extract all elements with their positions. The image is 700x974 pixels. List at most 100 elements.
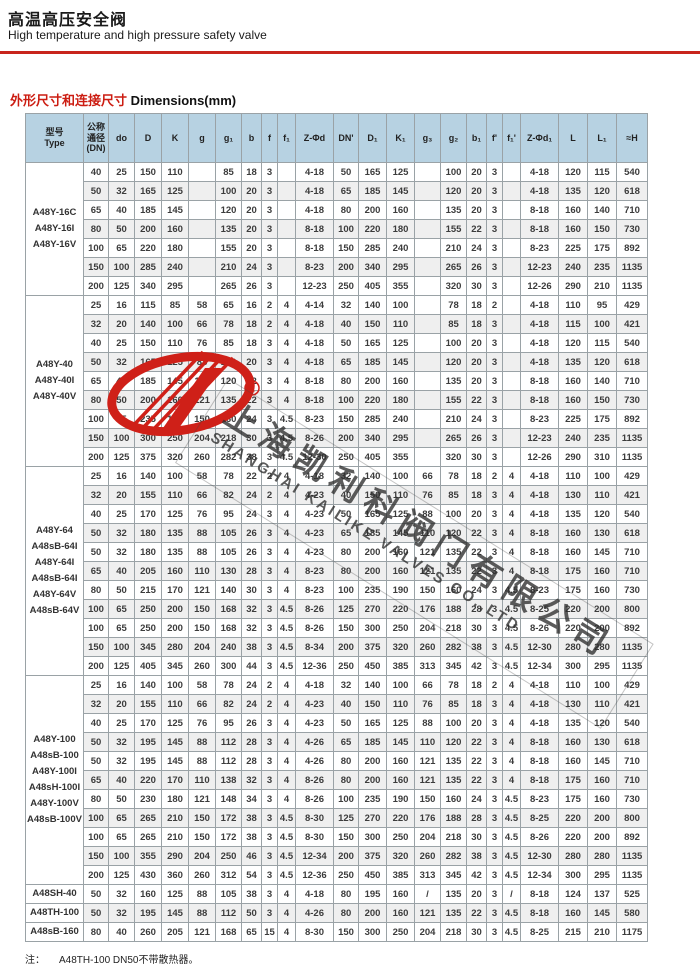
- data-cell: 260: [414, 637, 441, 657]
- data-cell: 375: [358, 637, 387, 657]
- data-cell: [277, 276, 296, 296]
- data-cell: 50: [83, 751, 109, 771]
- data-cell: 3: [261, 333, 278, 353]
- data-cell: 100: [587, 675, 617, 695]
- data-cell: 892: [616, 827, 648, 847]
- data-cell: 110: [386, 485, 415, 505]
- data-cell: 155: [215, 238, 242, 258]
- data-cell: 82: [215, 485, 242, 505]
- data-cell: 3: [486, 200, 503, 220]
- data-cell: 4.5: [502, 618, 521, 638]
- data-cell: 120: [215, 371, 242, 391]
- data-cell: 4: [277, 789, 296, 809]
- data-cell: [502, 162, 521, 182]
- table-row: 150 100 300 250 204 218 30 3 4.5 8-26 200 340 295 265…: [26, 428, 648, 448]
- data-cell: 3: [261, 523, 278, 543]
- data-cell: 4: [277, 504, 296, 524]
- table-row: 40 25 170 125 76 95 26 3 4 4-23 50 165 125 88 100 20 3 4 4…: [26, 713, 648, 733]
- data-cell: 8-26: [295, 789, 334, 809]
- data-cell: 4.5: [502, 599, 521, 619]
- data-cell: 618: [616, 523, 648, 543]
- data-cell: 80: [333, 770, 359, 790]
- data-cell: 204: [188, 428, 216, 448]
- data-cell: 4: [277, 694, 296, 714]
- table-row: A48Y-100 A48sB-100 A48Y-100I A48sH-100I …: [25, 675, 648, 885]
- data-cell: 4-18: [295, 352, 334, 372]
- data-cell: 100: [386, 295, 415, 315]
- data-cell: 300: [215, 656, 242, 676]
- data-cell: 4.5: [502, 903, 521, 923]
- table-row: 150 100 345 280 204 240 38 3 4.5 8-34 200 375 320 260…: [26, 637, 648, 657]
- data-cell: 282: [215, 447, 242, 467]
- data-cell: 4: [277, 580, 296, 600]
- data-cell: 160: [386, 751, 415, 771]
- data-cell: [414, 200, 441, 220]
- data-cell: 160: [215, 409, 242, 429]
- data-cell: 150: [333, 409, 359, 429]
- data-cell: [277, 162, 296, 182]
- data-cell: 165: [134, 352, 162, 372]
- data-cell: 12-34: [295, 846, 334, 866]
- data-cell: 4.5: [277, 637, 296, 657]
- data-cell: 150: [83, 846, 109, 866]
- data-cell: 110: [587, 485, 617, 505]
- data-cell: 200: [587, 808, 617, 828]
- data-cell: 4-18: [520, 162, 559, 182]
- data-cell: 28: [241, 751, 262, 771]
- data-cell: 210: [440, 409, 467, 429]
- data-cell: 120: [558, 333, 588, 353]
- data-cell: 3: [486, 333, 503, 353]
- data-cell: 265: [134, 827, 162, 847]
- data-cell: 30: [466, 276, 487, 296]
- data-cell: 12-30: [520, 846, 559, 866]
- data-cell: 3: [486, 447, 503, 467]
- data-cell: 3: [261, 181, 278, 201]
- data-cell: 65: [215, 295, 242, 315]
- data-cell: 3: [486, 542, 503, 562]
- column-header-13: K₁: [386, 113, 415, 163]
- data-cell: 540: [616, 333, 648, 353]
- data-cell: 340: [358, 257, 387, 277]
- data-cell: 4-18: [295, 200, 334, 220]
- data-cell: 360: [161, 865, 189, 885]
- data-cell: 125: [386, 504, 415, 524]
- data-cell: 4: [277, 713, 296, 733]
- data-cell: 160: [386, 903, 415, 923]
- data-cell: 24: [241, 504, 262, 524]
- data-cell: 300: [558, 865, 588, 885]
- data-cell: 160: [558, 732, 588, 752]
- data-cell: 24: [466, 409, 487, 429]
- data-cell: 8-30: [295, 808, 334, 828]
- data-cell: 3: [261, 352, 278, 372]
- data-cell: 290: [161, 846, 189, 866]
- data-cell: 150: [333, 827, 359, 847]
- table-row: A48TH-100 50 32 195 145 88 112 50 3 4 4-26 80 200 160…: [25, 903, 648, 923]
- data-cell: 4: [277, 884, 296, 904]
- column-header-6: g₁: [215, 113, 242, 163]
- data-cell: 3: [486, 789, 503, 809]
- data-cell: 168: [215, 922, 242, 942]
- data-cell: 85: [215, 162, 242, 182]
- data-cell: 185: [134, 200, 162, 220]
- data-cell: 3: [486, 580, 503, 600]
- data-cell: 22: [466, 751, 487, 771]
- data-cell: 450: [358, 656, 387, 676]
- data-cell: 135: [440, 884, 467, 904]
- model-cell: A48Y-100 A48sB-100 A48Y-100I A48sH-100I …: [25, 675, 84, 885]
- data-cell: 160: [134, 884, 162, 904]
- data-cell: 65: [108, 599, 135, 619]
- data-cell: 24: [241, 485, 262, 505]
- data-cell: 25: [83, 295, 109, 315]
- column-header-10: Z-Φd: [295, 113, 334, 163]
- data-cell: 66: [188, 314, 216, 334]
- data-cell: 210: [215, 257, 242, 277]
- data-cell: 4.5: [277, 618, 296, 638]
- data-cell: 150: [587, 219, 617, 239]
- data-cell: 8-26: [295, 428, 334, 448]
- data-cell: 140: [215, 580, 242, 600]
- data-cell: 25: [83, 466, 109, 486]
- data-cell: 345: [440, 865, 467, 885]
- table-row: 100 65 235 190 150 160 24 3 4.5 8-23 150 285 240 210 2…: [26, 409, 648, 429]
- data-cell: 160: [386, 770, 415, 790]
- data-cell: 12-34: [520, 865, 559, 885]
